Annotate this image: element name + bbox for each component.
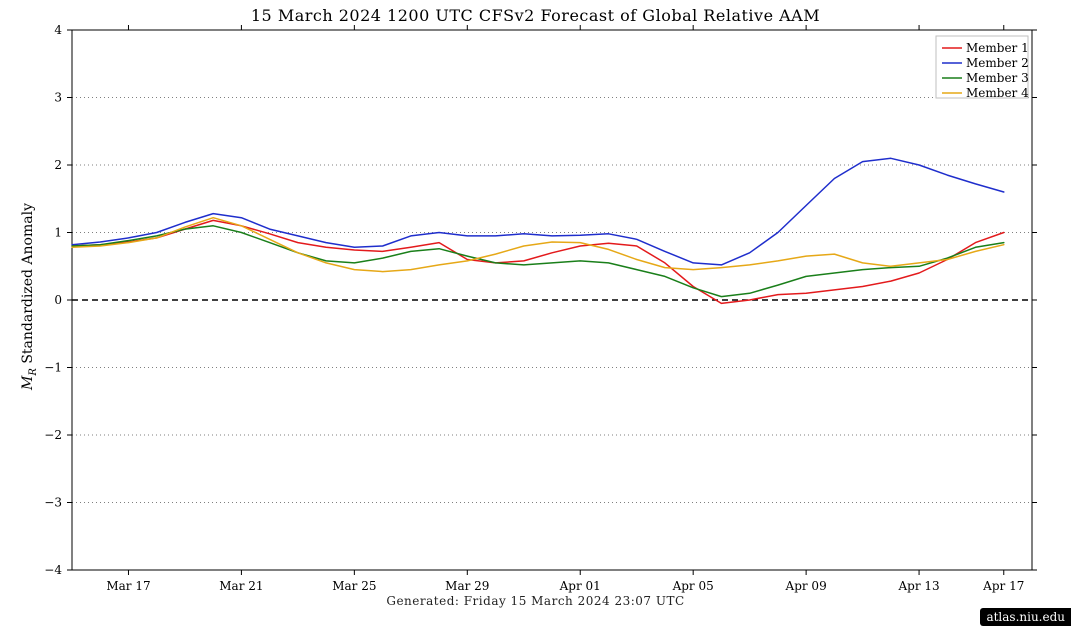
svg-text:Member 1: Member 1 (966, 41, 1029, 55)
svg-text:−3: −3 (44, 496, 62, 510)
generated-timestamp: Generated: Friday 15 March 2024 23:07 UT… (0, 594, 1071, 608)
chart-plot-area: −4 −3 −2 −1 0 1 2 3 4 Mar 17 Mar 21 Mar 25 Mar 29 Apr… (0, 0, 1071, 638)
svg-text:3: 3 (54, 91, 62, 105)
svg-text:4: 4 (54, 23, 62, 37)
svg-text:2: 2 (54, 158, 62, 172)
svg-text:Member 4: Member 4 (966, 86, 1029, 100)
svg-text:−4: −4 (44, 563, 62, 577)
svg-text:Mar 21: Mar 21 (219, 579, 263, 593)
source-watermark: atlas.niu.edu (980, 608, 1071, 626)
svg-text:Apr 01: Apr 01 (559, 579, 601, 593)
svg-text:Mar 29: Mar 29 (445, 579, 489, 593)
svg-text:1: 1 (54, 226, 62, 240)
svg-text:−1: −1 (44, 361, 62, 375)
svg-text:−2: −2 (44, 428, 62, 442)
svg-text:Apr 05: Apr 05 (672, 579, 714, 593)
svg-text:Member 2: Member 2 (966, 56, 1029, 70)
svg-text:Mar 17: Mar 17 (106, 579, 150, 593)
svg-text:Mar 25: Mar 25 (332, 579, 376, 593)
svg-text:Member 3: Member 3 (966, 71, 1029, 85)
svg-text:Apr 17: Apr 17 (982, 579, 1024, 593)
svg-text:0: 0 (54, 293, 62, 307)
svg-text:Apr 09: Apr 09 (785, 579, 827, 593)
svg-text:Apr 13: Apr 13 (897, 579, 939, 593)
